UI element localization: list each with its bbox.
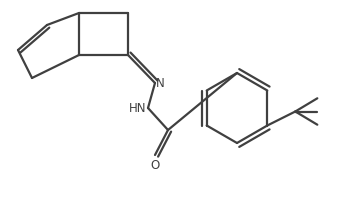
Text: O: O xyxy=(150,159,160,172)
Text: HN: HN xyxy=(128,102,146,114)
Text: N: N xyxy=(156,76,165,89)
